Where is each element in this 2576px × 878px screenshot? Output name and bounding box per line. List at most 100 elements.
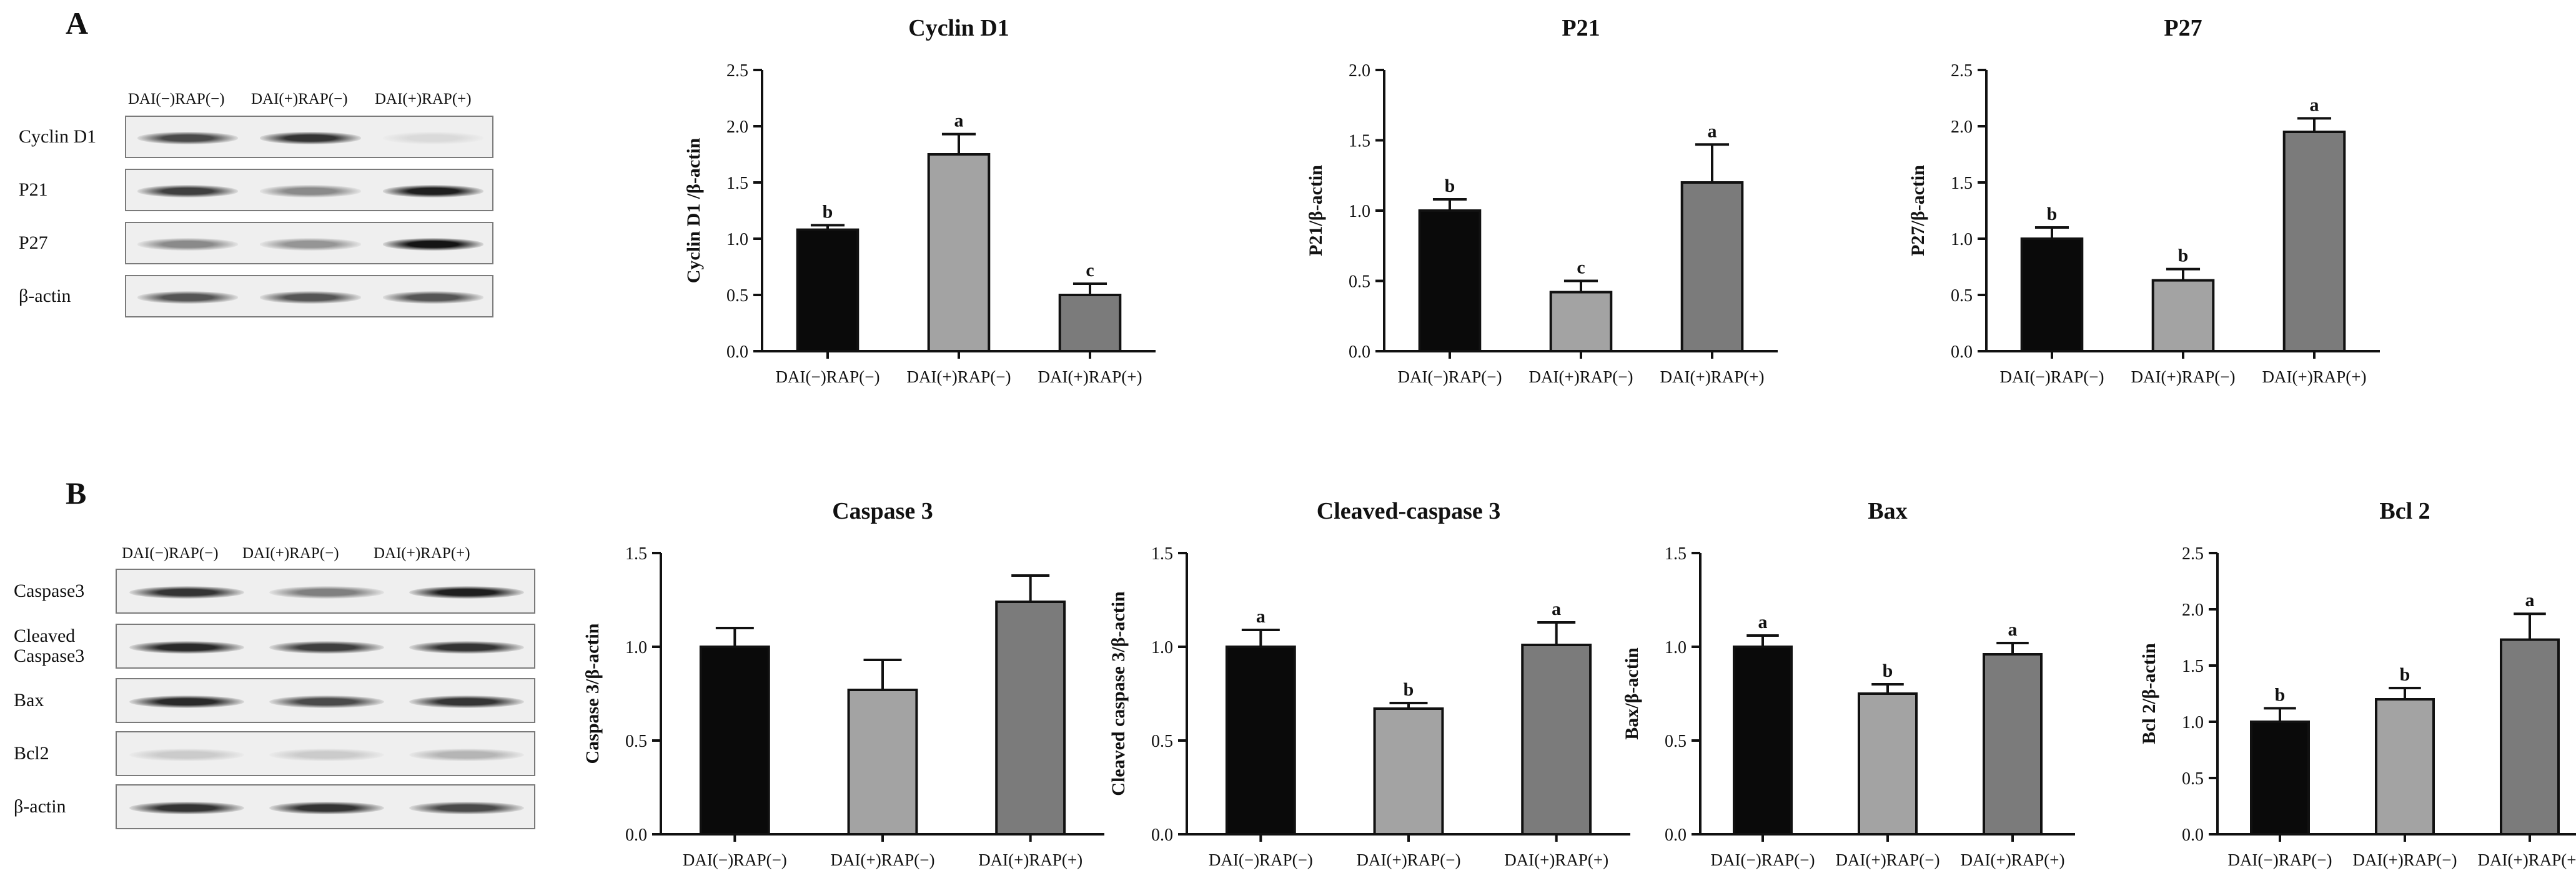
y-tick-label: 2.0 [1349,61,1370,81]
significance-label: b [1445,176,1455,196]
bar [995,601,1066,836]
x-tick-label: DAI(+)RAP(−) [1357,851,1461,869]
y-tick-label: 0.0 [1665,826,1687,845]
x-tick-label: DAI(+)RAP(+) [1504,851,1608,869]
blot-band [409,586,524,599]
blot-label: Cleaved Caspase3 [14,626,85,666]
significance-label: c [1086,260,1094,281]
chart-title: Cyclin D1 [908,15,1009,41]
y-tick-label: 0.0 [1951,342,1973,362]
blot-band [409,695,524,709]
bar [1549,291,1613,352]
y-tick-label: 1.5 [625,544,647,564]
y-tick-label: 0.5 [1951,286,1973,306]
blot-band [260,132,361,144]
significance-label: a [954,111,964,131]
x-tick-label: DAI(−)RAP(−) [683,851,787,869]
y-tick-label: 1.0 [1349,202,1370,221]
significance-label: b [2178,246,2189,266]
blot-band [137,185,238,197]
x-tick-label: DAI(−)RAP(−) [2228,851,2332,869]
blot-strip [116,784,535,829]
x-tick-label: DAI(+)RAP(+) [1961,851,2065,869]
bar [1858,692,1918,836]
blot-band [409,641,524,654]
panel-letter-b: B [66,476,87,511]
y-tick-label: 1.0 [726,230,748,249]
x-tick-label: DAI(+)RAP(−) [1836,851,1940,869]
significance-label: b [2400,664,2410,685]
y-tick-label: 2.5 [726,61,748,81]
lane-header: DAI(−)RAP(−) [128,91,225,107]
x-tick-label: DAI(+)RAP(+) [1660,367,1765,386]
y-tick-label: 1.0 [1665,638,1687,657]
chart-title: Cleaved-caspase 3 [1317,498,1500,524]
bar [699,646,770,836]
bar [1058,294,1122,352]
x-tick-label: DAI(+)RAP(−) [907,367,1011,386]
significance-label: a [1552,599,1561,619]
y-axis-label: Bax/β-actin [1622,647,1642,740]
x-tick-label: DAI(+)RAP(+) [2262,367,2367,386]
y-tick-label: 0.0 [1151,826,1173,845]
blot-band [383,238,484,251]
y-tick-label: 1.5 [1951,174,1973,193]
bar [2500,638,2560,836]
y-tick-label: 2.0 [726,117,748,137]
blot-band [129,586,244,599]
bar [2282,131,2346,352]
y-tick-label: 0.5 [2182,769,2204,789]
x-tick-label: DAI(+)RAP(+) [1038,367,1142,386]
blot-band [137,238,238,251]
significance-label: c [1577,257,1585,278]
y-tick-label: 0.0 [1349,342,1370,362]
blot-label: Bax [14,690,44,711]
blot-band [269,586,384,599]
blot-strip [125,169,493,211]
y-tick-label: 2.5 [2182,544,2204,564]
blot-strip [125,116,493,158]
x-tick-label: DAI(+)RAP(−) [2353,851,2457,869]
x-tick-label: DAI(−)RAP(−) [1398,367,1502,386]
blot-band [129,641,244,654]
bar [1983,653,2043,836]
significance-label: a [2008,619,2018,640]
bar [927,153,991,352]
x-tick-label: DAI(+)RAP(−) [2131,367,2236,386]
significance-label: b [2047,204,2058,224]
x-tick-label: DAI(−)RAP(−) [1711,851,1815,869]
blot-band [260,291,361,304]
blot-label: β-actin [14,796,66,817]
y-tick-label: 2.0 [2182,601,2204,620]
y-tick-label: 1.5 [1349,132,1370,151]
blot-band [269,748,384,762]
significance-label: b [1883,661,1893,681]
significance-label: a [2310,94,2319,115]
x-tick-label: DAI(+)RAP(+) [2478,851,2576,869]
blot-band [269,695,384,709]
bar [2151,279,2215,353]
bar [2375,698,2435,836]
x-tick-label: DAI(−)RAP(−) [776,367,880,386]
blot-label: Caspase3 [14,581,85,601]
lane-header: DAI(+)RAP(−) [251,91,348,107]
lane-header: DAI(+)RAP(+) [375,91,472,107]
blot-band [409,748,524,762]
chart-title: Caspase 3 [832,498,933,524]
y-axis-label: P27/β-actin [1908,165,1928,256]
significance-label: a [2525,590,2535,611]
significance-label: b [823,201,833,222]
y-axis-label: Bcl 2/β-actin [2139,643,2159,744]
blot-label: β-actin [19,286,71,306]
blot-band [260,238,361,251]
y-axis-label: Cleaved caspase 3/β-actin [1108,591,1129,796]
bar [1680,181,1744,352]
y-tick-label: 0.5 [726,286,748,306]
lane-header: DAI(−)RAP(−) [122,545,219,562]
y-axis-label: Cyclin D1 /β-actin [683,137,704,283]
blot-band [383,185,484,197]
